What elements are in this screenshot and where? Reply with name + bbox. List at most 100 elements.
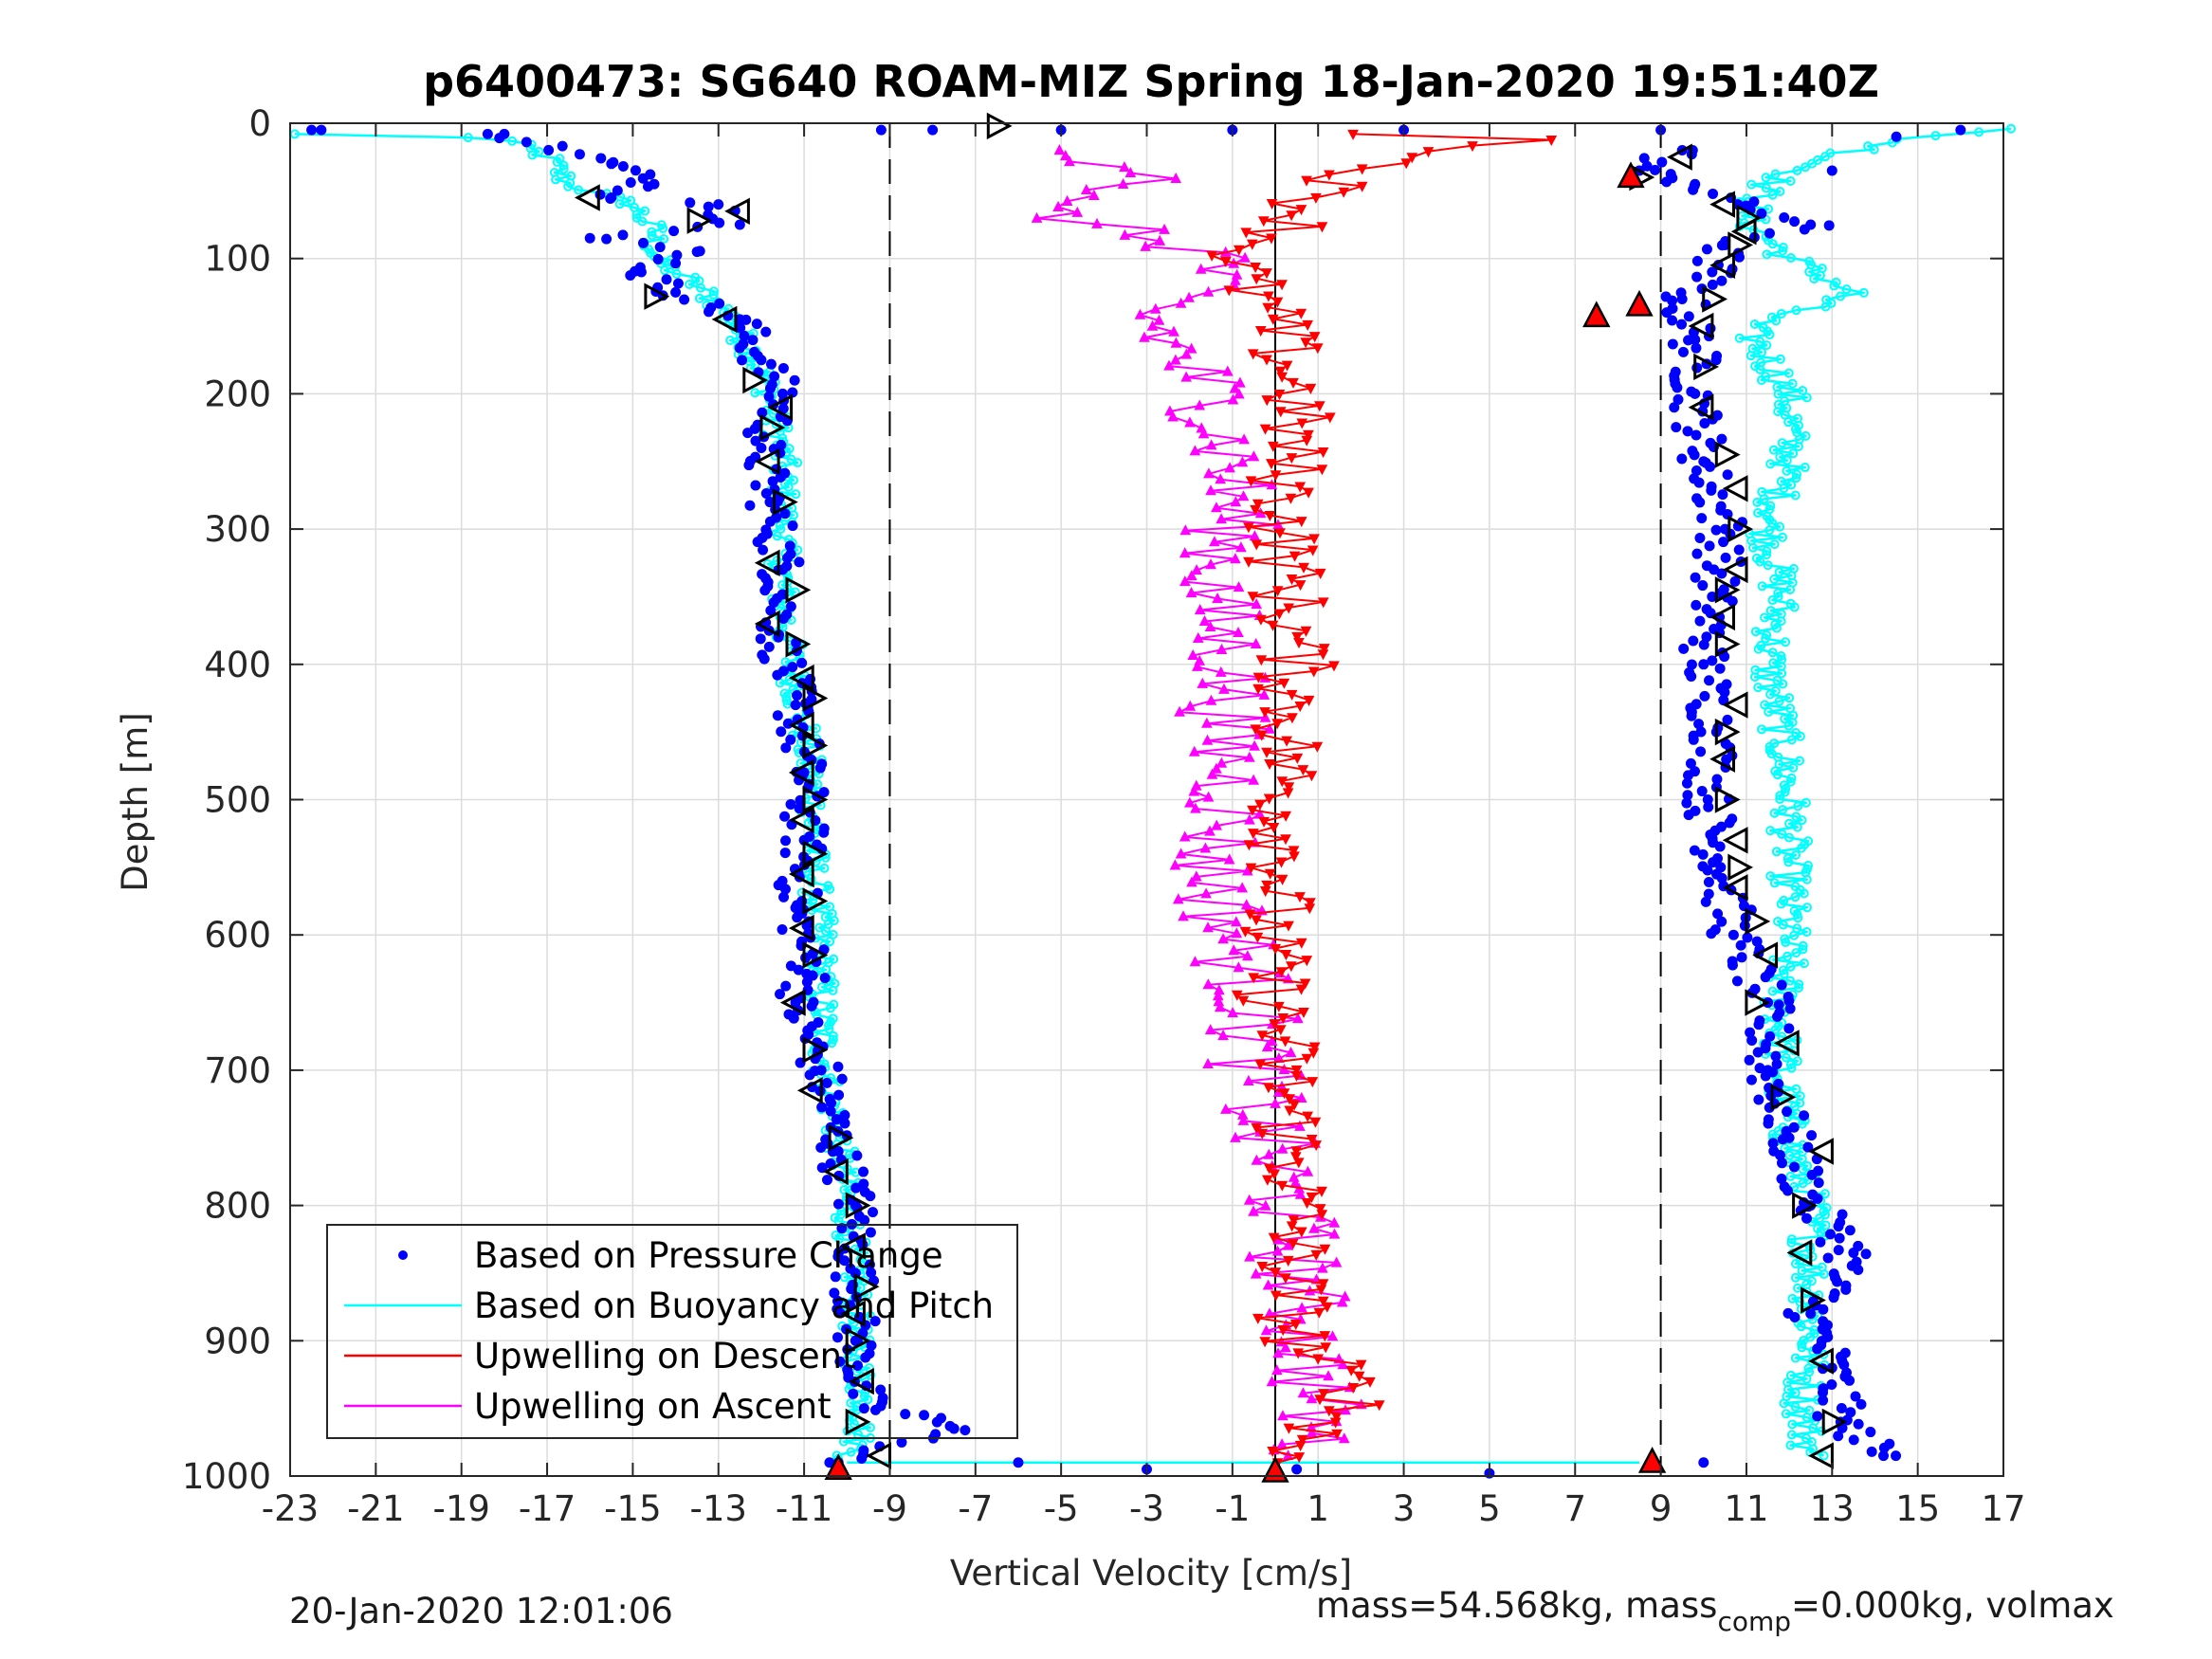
pressure-point: [787, 520, 798, 532]
waypoint-marker: [788, 860, 814, 888]
upwelling-descent-marker: [1240, 228, 1252, 239]
waypoint-marker: [845, 1192, 871, 1219]
buoyancy-point: [825, 884, 835, 894]
buoyancy-point: [1791, 305, 1801, 316]
pressure-point: [1722, 469, 1733, 481]
pressure-point: [756, 442, 767, 453]
pressure-point: [792, 689, 803, 701]
waypoint-filled-marker: [1617, 161, 1645, 189]
pressure-point: [1698, 1457, 1709, 1468]
pressure-point: [822, 1175, 832, 1186]
upwelling-ascent-marker: [1175, 297, 1187, 308]
upwelling-descent-marker: [1277, 1013, 1289, 1025]
waypoint-marker: [986, 112, 1013, 140]
pressure-point: [1833, 1431, 1844, 1442]
upwelling-ascent-marker: [1184, 796, 1196, 808]
buoyancy-point: [1762, 340, 1772, 351]
pressure-point: [1650, 164, 1661, 175]
pressure-point: [793, 964, 804, 975]
pressure-point: [1837, 1209, 1848, 1220]
pressure-point: [744, 500, 756, 511]
upwelling-ascent-marker: [1064, 155, 1075, 167]
buoyancy-point: [725, 335, 736, 345]
pressure-point: [1694, 615, 1706, 627]
pressure-point: [1806, 1169, 1818, 1180]
upwelling-ascent-marker: [1271, 1364, 1283, 1376]
pressure-point: [1712, 908, 1724, 920]
pressure-point: [661, 274, 672, 285]
upwelling-ascent-marker: [1244, 751, 1255, 762]
pressure-point: [1710, 355, 1722, 366]
buoyancy-point: [1820, 152, 1831, 162]
pressure-point: [1891, 1450, 1902, 1462]
waypoint-marker: [1773, 1030, 1800, 1057]
upwelling-ascent-marker: [1194, 399, 1206, 410]
waypoint-marker: [788, 806, 814, 834]
pressure-point: [775, 989, 786, 1000]
upwelling-descent-marker: [1263, 793, 1275, 805]
buoyancy-point: [1786, 735, 1797, 745]
upwelling-ascent-marker: [1306, 1421, 1317, 1432]
upwelling-ascent-marker: [1317, 1262, 1328, 1273]
waypoint-marker: [802, 786, 829, 813]
upwelling-descent-marker: [1252, 684, 1264, 695]
upwelling-descent-marker: [1261, 268, 1272, 280]
pressure-point: [780, 835, 792, 847]
pressure-point: [737, 355, 748, 366]
buoyancy-point: [1782, 455, 1792, 465]
upwelling-ascent-marker: [1195, 263, 1207, 274]
buoyancy-point: [1752, 497, 1763, 507]
upwelling-descent-marker: [1311, 343, 1324, 355]
upwelling-ascent-marker: [1202, 921, 1214, 933]
pressure-point: [595, 153, 607, 164]
pressure-point: [1291, 1464, 1303, 1475]
pressure-point: [1691, 429, 1702, 441]
pressure-point: [306, 124, 318, 136]
pressure-point: [1698, 659, 1709, 670]
pressure-point: [1683, 810, 1694, 821]
pressure-point: [1686, 671, 1697, 683]
pressure-point: [1676, 319, 1688, 330]
upwelling-descent-marker: [1244, 909, 1256, 921]
upwelling-descent-marker: [1325, 412, 1336, 424]
buoyancy-point: [1809, 274, 1819, 284]
pressure-point: [777, 923, 788, 935]
pressure-point: [755, 633, 766, 645]
upwelling-ascent-marker: [1237, 490, 1250, 501]
upwelling-descent-marker: [1317, 649, 1329, 661]
upwelling-descent-marker: [1314, 401, 1325, 412]
upwelling-ascent-marker: [1218, 683, 1230, 694]
upwelling-descent-marker: [1276, 1180, 1289, 1192]
pressure-point: [1701, 244, 1712, 255]
pressure-point: [782, 718, 794, 729]
upwelling-descent-marker: [1301, 1053, 1313, 1065]
pressure-point: [1878, 1450, 1890, 1462]
buoyancy-point: [1776, 650, 1786, 661]
upwelling-descent-marker: [1267, 314, 1279, 325]
pressure-point: [1828, 1292, 1839, 1304]
pressure-point: [848, 1388, 859, 1399]
upwelling-descent-marker: [1545, 136, 1558, 146]
buoyancy-point: [1801, 874, 1812, 884]
waypoint-marker: [1693, 353, 1720, 381]
pressure-point: [584, 232, 595, 244]
pressure-point: [1641, 160, 1653, 172]
upwelling-ascent-marker: [1170, 354, 1181, 365]
timestamp-text: 20-Jan-2020 12:01:06: [289, 1591, 673, 1632]
upwelling-ascent-marker: [1202, 1058, 1214, 1068]
upwelling-descent-marker: [1291, 753, 1304, 764]
buoyancy-point: [1773, 389, 1783, 399]
buoyancy-point: [551, 174, 561, 185]
pressure-point: [1697, 580, 1709, 592]
pressure-point: [1698, 456, 1709, 467]
buoyancy-point: [614, 199, 625, 210]
upwelling-ascent-marker: [1230, 496, 1242, 507]
legend-label: Based on Pressure Change: [474, 1235, 943, 1276]
x-tick-label: -17: [519, 1488, 576, 1529]
upwelling-ascent-marker: [1234, 376, 1246, 388]
pressure-point: [764, 497, 776, 508]
buoyancy-point: [1769, 878, 1780, 888]
pressure-point: [832, 1061, 844, 1072]
buoyancy-point: [1786, 480, 1797, 490]
upwelling-descent-marker: [1276, 776, 1289, 788]
